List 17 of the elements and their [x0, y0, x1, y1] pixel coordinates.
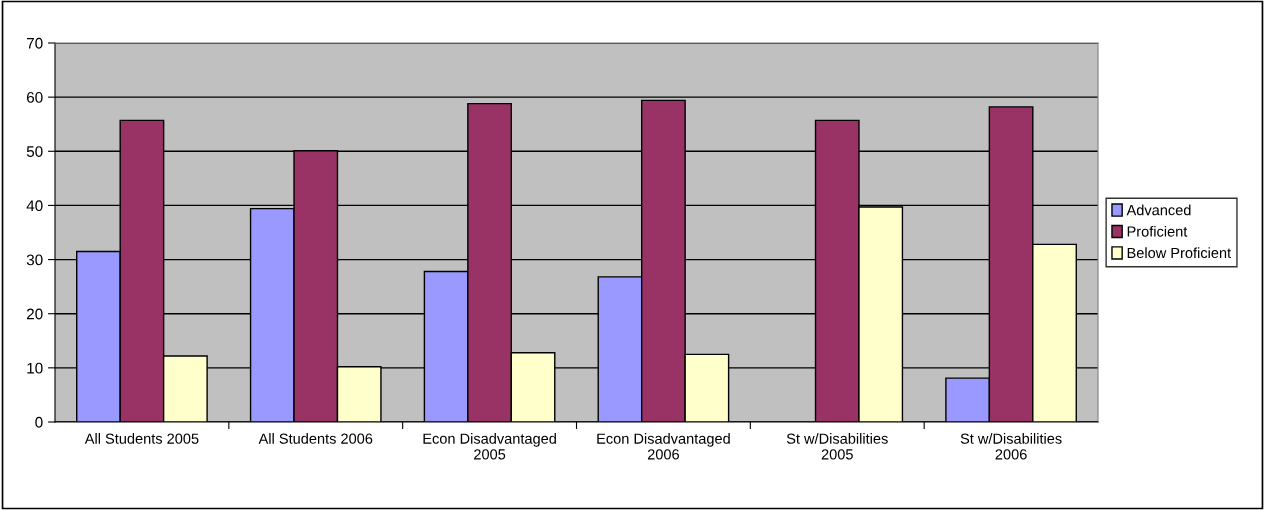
legend-label: Below Proficient: [1127, 247, 1231, 259]
legend-label: Proficient: [1127, 225, 1188, 237]
y-tick-label: 50: [26, 146, 43, 157]
x-tick-label: St w/Disabilities 2006: [960, 433, 1062, 460]
y-tick-label: 30: [26, 254, 43, 266]
x-tick-label: Econ Disadvantaged 2005: [423, 433, 556, 460]
y-tick-label: 10: [27, 362, 43, 374]
y-tick-label: 70: [26, 37, 43, 49]
y-tick-label: 20: [26, 308, 43, 320]
y-tick-label: 0: [35, 416, 43, 428]
y-tick-label: 40: [26, 200, 43, 212]
x-tick-label: All Students 2006: [258, 433, 373, 444]
x-tick-label: St w/Disabilities 2005: [786, 433, 888, 460]
x-tick-label: All Students 2005: [84, 433, 199, 444]
x-tick-label: Econ Disadvantaged 2006: [597, 433, 730, 460]
legend-label: Advanced: [1126, 204, 1191, 216]
y-tick-label: 60: [26, 92, 43, 103]
